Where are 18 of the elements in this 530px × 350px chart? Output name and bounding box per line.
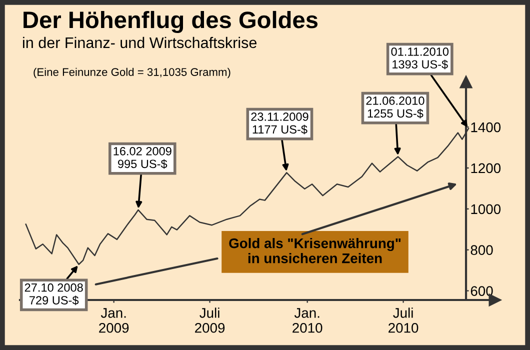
- annotation: 27.10 2008 729 US-$: [24, 283, 83, 306]
- annotation: 16.02 2009 995 US-$: [114, 146, 172, 169]
- y-tick-label: 600: [470, 286, 493, 296]
- chart-subtitle: in der Finanz- und Wirtschaftskrise: [23, 36, 257, 48]
- text: (Eine Feinunze Gold = 31,1035 Gramm): [34, 68, 230, 78]
- y-tick-label: 1400: [471, 122, 501, 132]
- y-tick-label: 1200: [471, 163, 501, 174]
- x-tick-label: Juli 2009: [195, 308, 225, 333]
- x-tick-label: Juli 2010: [388, 308, 418, 333]
- y-tick-label: 1000: [471, 204, 501, 214]
- x-tick-label: Jan. 2009: [99, 308, 129, 333]
- annotation: 23.11.2009 1177 US-$: [251, 112, 308, 134]
- chart-title: Der Höhenflug des Goldes: [24, 10, 318, 34]
- annotation: 01.11.2010 1393 US-$: [391, 47, 449, 70]
- annotation: Gold als "Krisenwährung" in unsicheren Zeiten: [229, 238, 401, 264]
- y-tick-label: 800: [470, 245, 493, 256]
- x-tick-label: Jan. 2010: [292, 308, 322, 333]
- annotation: 21.06.2010 1255 US-$: [366, 96, 424, 118]
